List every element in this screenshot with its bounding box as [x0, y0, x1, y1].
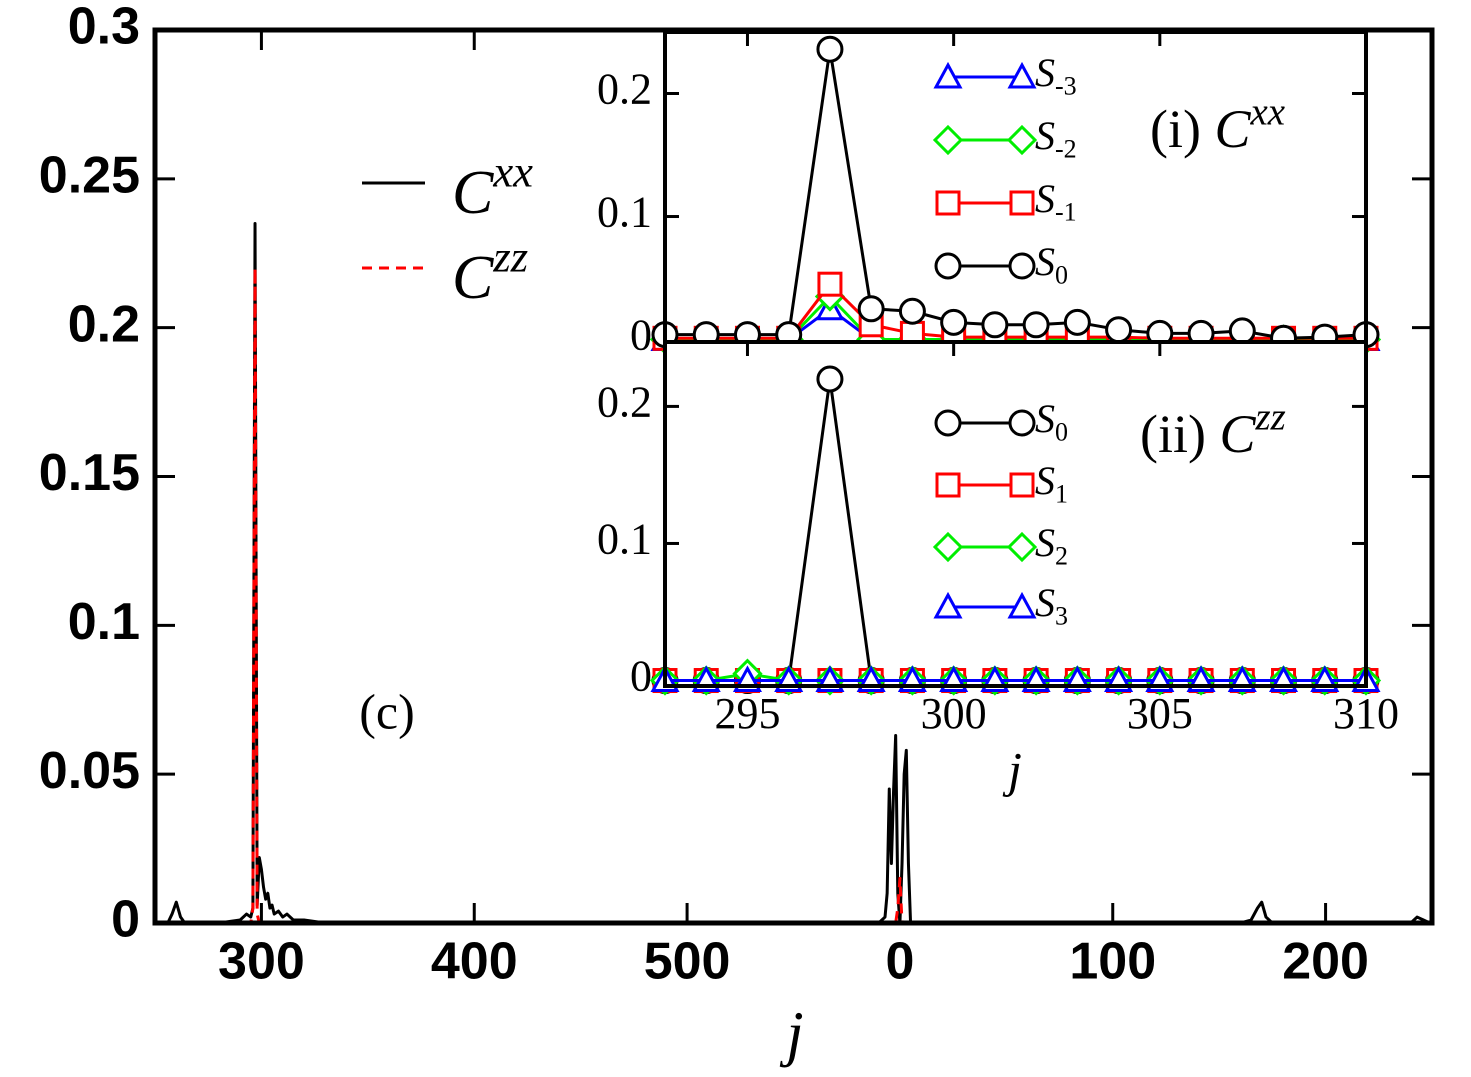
marker [1105, 316, 1133, 344]
y-tick-label: 0 [630, 652, 652, 701]
marker [816, 35, 844, 63]
legend-marker [1008, 409, 1036, 437]
panel-label: (i) Cxx [1150, 90, 1285, 159]
y-tick-label: 0.25 [39, 147, 140, 205]
y-tick-label: 0.3 [68, 0, 140, 56]
marker [898, 297, 926, 325]
y-tick-label: 0.1 [597, 515, 652, 564]
y-tick-label: 0.1 [597, 188, 652, 237]
x-tick-label: 305 [1127, 689, 1193, 738]
legend-marker [1007, 591, 1037, 619]
legend-label: Cxx [452, 147, 533, 227]
legend-marker [1007, 61, 1037, 89]
legend-marker [933, 591, 963, 619]
x-tick-label: 300 [218, 933, 305, 991]
legend-label: S3 [1035, 580, 1068, 630]
marker [1228, 317, 1256, 345]
y-tick-label: 0 [111, 891, 140, 949]
legend-marker [933, 61, 963, 89]
legend-marker [935, 472, 961, 498]
y-tick-label: 0.1 [68, 593, 140, 651]
marker [857, 295, 885, 323]
marker [816, 365, 844, 393]
x-tick-label: 500 [644, 933, 731, 991]
y-tick-label: 0.2 [68, 295, 140, 353]
x-tick-label: 200 [1282, 933, 1369, 991]
legend-marker [934, 252, 962, 280]
legend-marker [1006, 531, 1038, 563]
y-tick-label: 0.2 [597, 378, 652, 427]
x-tick-label: 300 [921, 689, 987, 738]
x-tick-label: 400 [431, 933, 518, 991]
legend-marker [934, 409, 962, 437]
marker [1063, 308, 1091, 336]
marker [817, 271, 843, 297]
legend-label: S1 [1035, 458, 1068, 508]
marker [940, 308, 968, 336]
legend-label: S2 [1035, 520, 1068, 570]
plot-frame [663, 340, 1368, 688]
inset-background [665, 342, 1366, 686]
legend-label: S0 [1035, 396, 1068, 446]
marker [981, 311, 1009, 339]
legend-label: S-2 [1035, 113, 1077, 163]
legend-marker [932, 531, 964, 563]
marker [1022, 311, 1050, 339]
legend-label: S-1 [1035, 176, 1077, 226]
legend-marker [935, 190, 961, 216]
legend-label: Czz [452, 232, 528, 312]
panel-label: (c) [359, 683, 415, 739]
x-tick-label: 295 [714, 689, 780, 738]
legend-label: S-3 [1035, 50, 1077, 100]
legend-marker [1009, 190, 1035, 216]
legend-marker [1008, 252, 1036, 280]
y-tick-label: 0.15 [39, 444, 140, 502]
panel-label: (ii) Czz [1140, 395, 1286, 464]
legend-marker [1006, 124, 1038, 156]
legend-marker [932, 124, 964, 156]
legend-label: S0 [1035, 239, 1068, 289]
x-tick-label: 100 [1069, 933, 1156, 991]
y-tick-label: 0.05 [39, 742, 140, 800]
y-tick-label: 0 [630, 311, 652, 360]
y-tick-label: 0.2 [597, 65, 652, 114]
x-tick-label: 310 [1333, 689, 1399, 738]
x-tick-label: 0 [885, 933, 914, 991]
legend-marker [1009, 472, 1035, 498]
